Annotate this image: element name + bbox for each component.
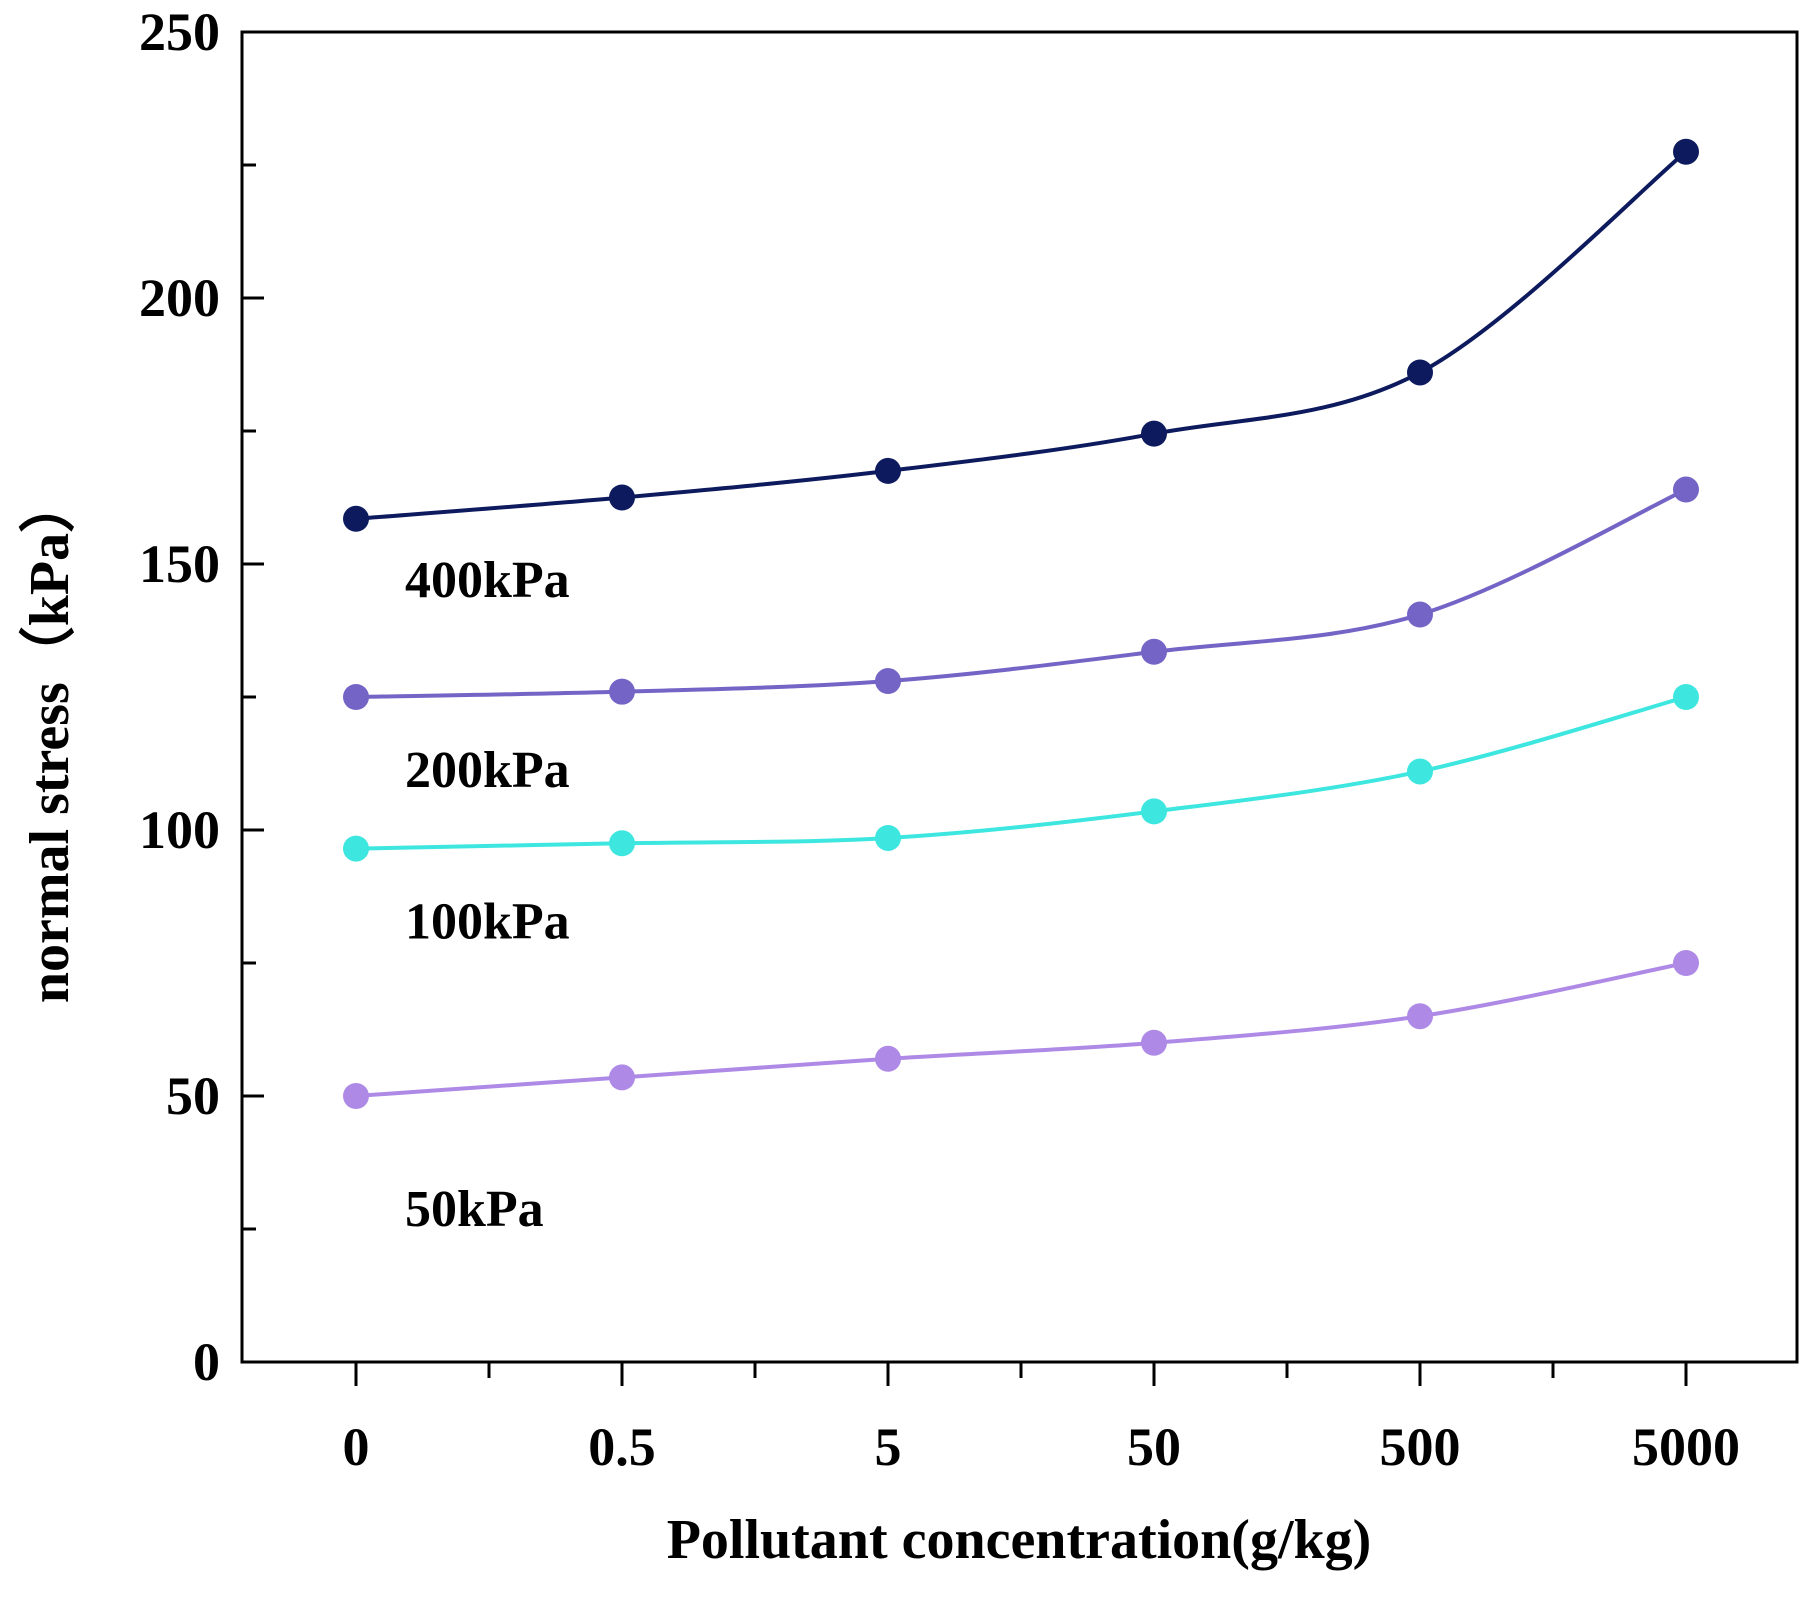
data-point-50kpa [609, 1064, 635, 1091]
data-point-200kpa [1673, 476, 1699, 503]
x-tick-label: 0.5 [588, 1417, 656, 1477]
x-axis-title: Pollutant concentration(g/kg) [667, 1509, 1372, 1571]
data-point-100kpa [1141, 798, 1167, 825]
data-point-200kpa [875, 668, 901, 695]
data-point-200kpa [1407, 601, 1433, 628]
series-200kpa [343, 476, 1699, 710]
series-label-100kpa: 100kPa [405, 894, 570, 951]
data-point-400kpa [1141, 420, 1167, 447]
series-line-50kpa [355, 961, 1687, 1098]
data-point-100kpa [1673, 684, 1699, 710]
data-point-200kpa [1141, 638, 1167, 665]
series-100kpa [343, 684, 1699, 862]
series-label-400kpa: 400kPa [405, 552, 570, 609]
series-label-50kpa: 50kPa [405, 1181, 544, 1238]
x-axis-ticks: 0 0.5 5 50 500 5000 [343, 1362, 1740, 1477]
y-tick-label: 250 [139, 2, 220, 62]
series-line-200kpa [355, 487, 1687, 699]
series-label-layer: 400kPa 200kPa 100kPa 50kPa [405, 552, 570, 1238]
data-point-400kpa [609, 484, 635, 511]
data-point-400kpa [1673, 138, 1699, 165]
series-50kpa [343, 950, 1699, 1109]
data-point-400kpa [875, 457, 901, 484]
x-tick-label: 50 [1127, 1417, 1181, 1477]
data-point-50kpa [1407, 1003, 1433, 1030]
y-tick-label: 200 [139, 268, 220, 328]
plot-frame [240, 30, 1799, 1364]
y-tick-label: 150 [139, 534, 220, 594]
data-point-50kpa [1673, 950, 1699, 976]
y-tick-label: 100 [139, 800, 220, 860]
y-axis-ticks: 0 50 100 150 200 250 [139, 2, 264, 1392]
data-point-100kpa [1407, 758, 1433, 785]
data-point-200kpa [609, 678, 635, 705]
data-point-100kpa [875, 824, 901, 851]
x-tick-label: 500 [1380, 1417, 1461, 1477]
data-point-200kpa [343, 684, 369, 710]
y-tick-label: 0 [193, 1332, 220, 1392]
data-point-50kpa [875, 1045, 901, 1072]
x-tick-label: 5 [875, 1417, 902, 1477]
data-point-50kpa [1141, 1029, 1167, 1056]
data-point-100kpa [343, 835, 369, 862]
data-point-50kpa [343, 1083, 369, 1109]
series-label-200kpa: 200kPa [405, 742, 570, 799]
data-point-400kpa [1407, 359, 1433, 386]
y-axis-title: normal stress（kPa） [18, 477, 81, 1003]
data-point-400kpa [343, 505, 369, 532]
data-point-100kpa [609, 830, 635, 857]
y-tick-label: 50 [166, 1066, 220, 1126]
series-layer [343, 138, 1699, 1109]
series-line-100kpa [355, 695, 1687, 851]
series-400kpa [343, 138, 1699, 532]
x-tick-label: 5000 [1632, 1417, 1740, 1477]
x-tick-label: 0 [343, 1417, 370, 1477]
series-line-400kpa [355, 150, 1688, 521]
